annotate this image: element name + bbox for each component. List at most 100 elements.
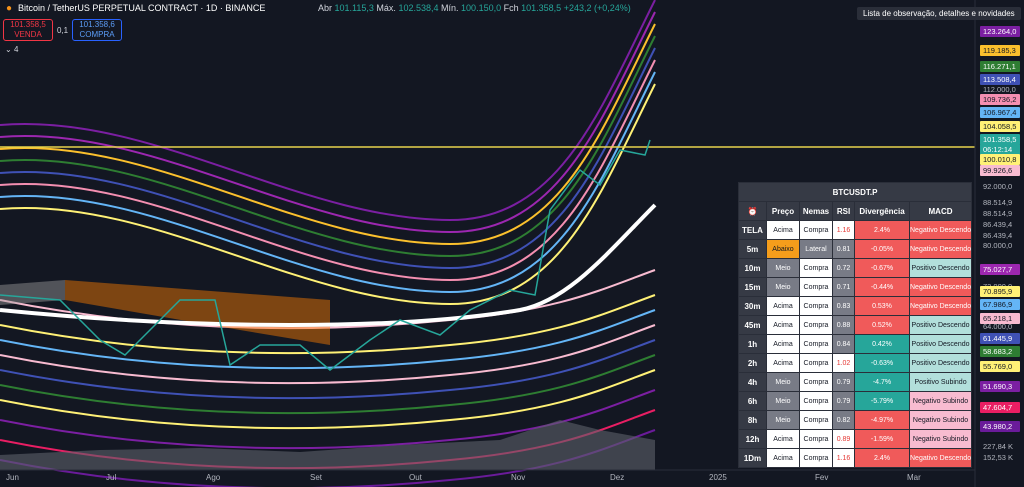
table-cell: -4.97%: [854, 410, 910, 430]
bands: [0, 0, 656, 487]
table-row: 30m Acima Compra 0.83 0.53% Negativo Descendo: [738, 296, 973, 316]
price-label: 99.926,6: [980, 165, 1020, 176]
table-cell: 0.82: [832, 410, 855, 430]
table-cell: -0.05%: [854, 239, 910, 259]
table-cell: 0.79: [832, 391, 855, 411]
row-label: TELA: [738, 220, 767, 240]
table-cell: 0.52%: [854, 315, 910, 335]
watchlist-button[interactable]: Lista de observação, detalhes e novidade…: [857, 7, 1021, 20]
table-cell: 0.88: [832, 315, 855, 335]
price-label: 104.058,5: [980, 121, 1020, 132]
table-cell: 1.16: [832, 448, 855, 468]
table-cell: Compra: [799, 429, 833, 449]
table-cell: -0.44%: [854, 277, 910, 297]
symbol-icon: ●: [6, 3, 13, 14]
price-series: [0, 139, 651, 371]
column-header: RSI: [832, 201, 855, 221]
label: Abr: [318, 3, 333, 13]
indicator-count[interactable]: ⌄ 4: [5, 45, 18, 54]
table-cell: 0.89: [832, 429, 855, 449]
table-row: 1h Acima Compra 0.84 0.42% Positivo Descendo: [738, 334, 973, 354]
table-cell: Acima: [766, 315, 800, 335]
price-label: 101.358,5: [980, 134, 1020, 145]
x-tick-label: Jun: [6, 473, 19, 482]
table-row: 10m Meio Compra 0.72 -0.67% Positivo Descendo: [738, 258, 973, 278]
label: Mín.: [441, 3, 459, 13]
price-label: 61.445,9: [980, 333, 1020, 344]
price-label: 152,53 K: [983, 453, 1014, 462]
price-label: 64.000,0: [983, 322, 1013, 331]
sell-button[interactable]: 101.358,5 VENDA: [3, 19, 53, 41]
table-cell: 0.83: [832, 296, 855, 316]
table-cell: Acima: [766, 220, 800, 240]
price-label: 86.439,4: [983, 220, 1013, 229]
value: 100.150,0: [461, 3, 502, 13]
buy-button[interactable]: 101.358,6 COMPRA: [72, 19, 122, 41]
price-label: 67.986,9: [980, 299, 1020, 310]
ohlc: Abr 101.115,3 Máx. 102.538,4 Mín. 100.15…: [318, 3, 631, 13]
label: COMPRA: [79, 30, 115, 39]
price-label: 119.185,3: [980, 45, 1020, 56]
table-cell: 0.72: [832, 258, 855, 278]
table-row: 45m Acima Compra 0.88 0.52% Positivo Descendo: [738, 315, 973, 335]
row-label: 4h: [738, 372, 767, 392]
table-cell: Meio: [766, 410, 800, 430]
price-label: 112.000,0: [983, 85, 1016, 94]
row-label: 30m: [738, 296, 767, 316]
price-label: 116.271,1: [980, 61, 1020, 72]
column-header: MACD: [908, 201, 973, 221]
value: 101.115,3: [334, 3, 374, 13]
table-cell: Compra: [799, 410, 833, 430]
table-cell: Compra: [799, 372, 833, 392]
x-tick-label: Jul: [106, 473, 117, 482]
table-cell: 0.79: [832, 372, 855, 392]
price-label: 109.736,2: [980, 94, 1020, 105]
table-cell: Negativo Descendo: [908, 277, 973, 297]
table-cell: Abaixo: [766, 239, 800, 259]
price-label: 55.769,0: [980, 361, 1020, 372]
table-cell: Compra: [799, 334, 833, 354]
row-label: 5m: [738, 239, 767, 259]
price-label: 70.895,9: [980, 286, 1020, 297]
table-cell: Negativo Subindo: [908, 429, 973, 449]
price: 101.358,5: [10, 20, 46, 29]
table-cell: Acima: [766, 429, 800, 449]
price-label: 65.218,1: [980, 313, 1020, 324]
table-cell: Compra: [799, 448, 833, 468]
table-cell: -5.79%: [854, 391, 910, 411]
shaded-zone: [0, 280, 65, 305]
x-tick-label: Mar: [907, 473, 921, 482]
table-cell: -0.67%: [854, 258, 910, 278]
table-cell: Negativo Subindo: [908, 391, 973, 411]
table-cell: Positivo Descendo: [908, 353, 973, 373]
table-cell: 0.81: [832, 239, 855, 259]
value: 101.358,5: [521, 3, 562, 13]
value: 102.538,4: [398, 3, 439, 13]
row-label: 1Dm: [738, 448, 767, 468]
table-cell: Negativo Descendo: [908, 220, 973, 240]
table-cell: Meio: [766, 372, 800, 392]
price-label: 106.967,4: [980, 107, 1020, 118]
table-cell: Acima: [766, 353, 800, 373]
row-label: 10m: [738, 258, 767, 278]
x-tick-label: Fev: [815, 473, 829, 482]
symbol[interactable]: Bitcoin / TetherUS PERPETUAL CONTRACT · …: [18, 3, 266, 13]
status-table: BTCUSDT.P ⏰ Preço Nemas RSI Divergência MACD …: [737, 182, 973, 468]
table-cell: Compra: [799, 220, 833, 240]
x-tick-label: Out: [409, 473, 422, 482]
price-label: 47.604,7: [980, 402, 1020, 413]
table-cell: 0.71: [832, 277, 855, 297]
table-cell: 0.53%: [854, 296, 910, 316]
table-cell: Acima: [766, 448, 800, 468]
row-label: 1h: [738, 334, 767, 354]
price-label: 88.514,9: [983, 198, 1013, 207]
table-cell: Meio: [766, 277, 800, 297]
price-label: 227,84 K: [983, 442, 1014, 451]
x-tick-label: 2025: [709, 473, 727, 482]
table-cell: Compra: [799, 277, 833, 297]
price: 101.358,6: [79, 20, 115, 29]
label: VENDA: [14, 30, 42, 39]
column-header: Nemas: [799, 201, 833, 221]
table-cell: Negativo Descendo: [908, 296, 973, 316]
table-row: TELA Acima Compra 1.16 2.4% Negativo Descendo: [738, 220, 973, 240]
